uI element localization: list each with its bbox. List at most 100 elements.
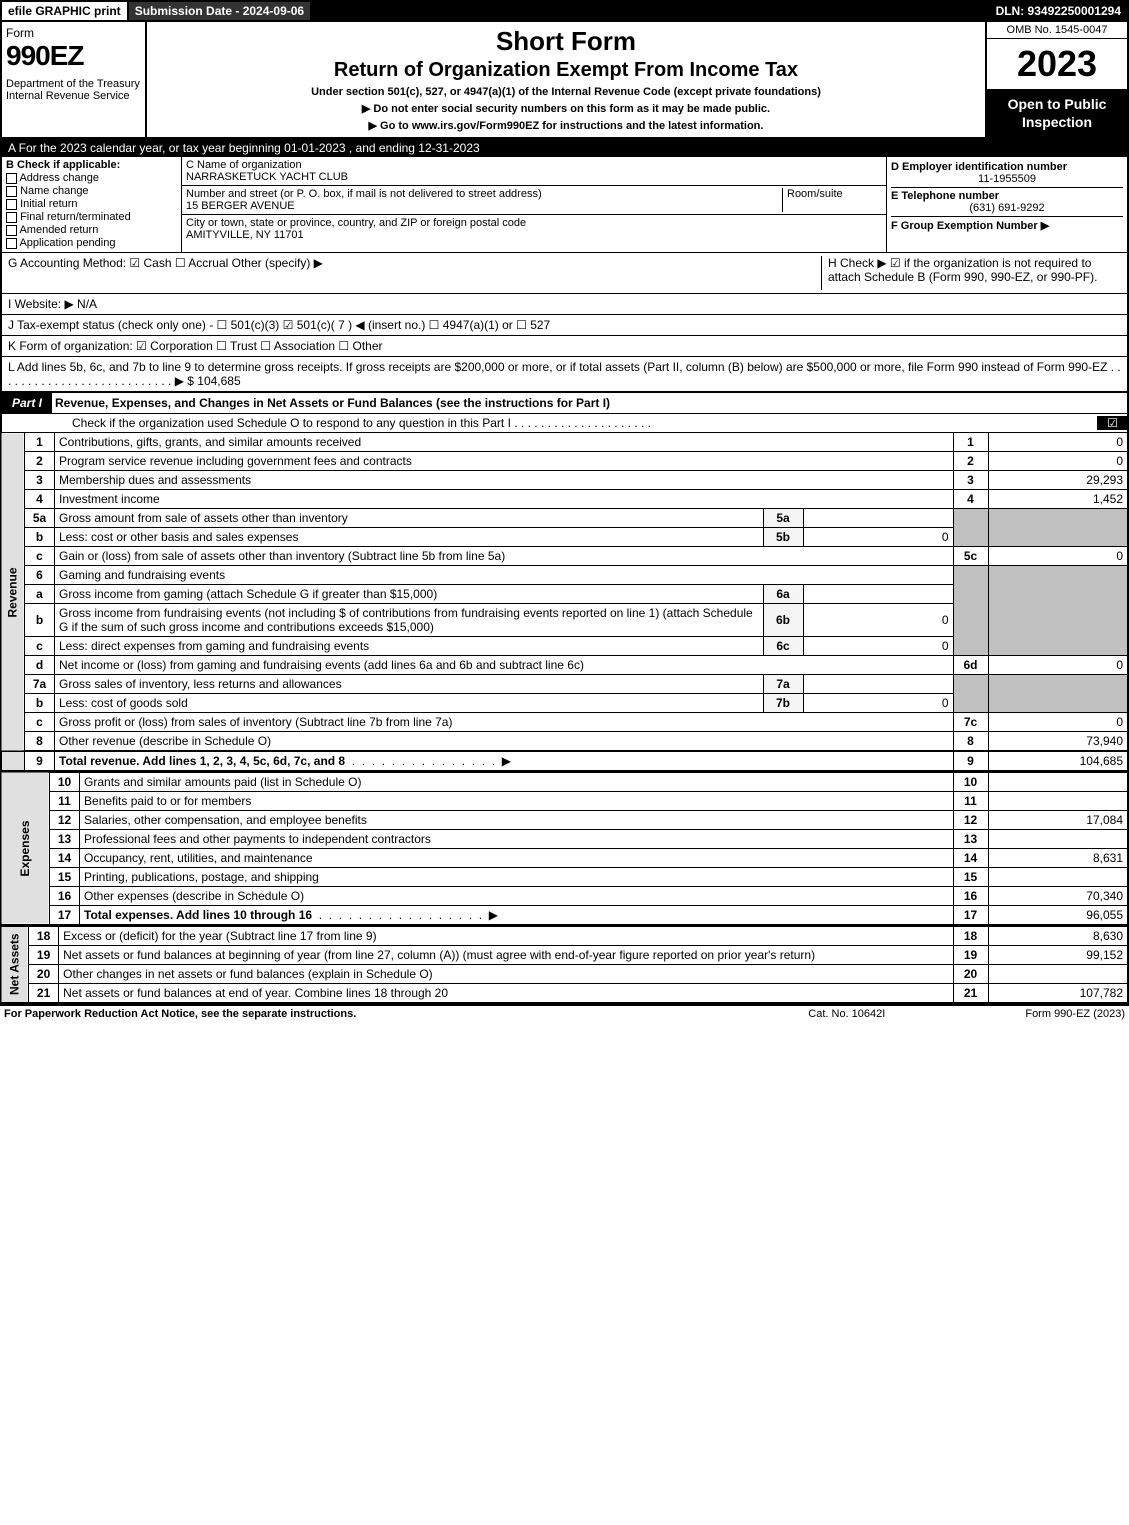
checkbox-address-change[interactable]: Address change xyxy=(6,172,177,184)
ln-6c-sv: 0 xyxy=(803,637,953,656)
ln-2-val: 0 xyxy=(988,452,1128,471)
revenue-vtab: Revenue xyxy=(1,433,25,752)
gray-6 xyxy=(953,566,988,656)
ln-12-num: 12 xyxy=(50,811,80,830)
ln-6d-val: 0 xyxy=(988,656,1128,675)
open-public: Open to Public Inspection xyxy=(987,89,1127,137)
ln-1-label: Contributions, gifts, grants, and simila… xyxy=(55,433,954,452)
ln-14-num: 14 xyxy=(50,849,80,868)
ln-11-val xyxy=(988,792,1128,811)
efile-print[interactable]: efile GRAPHIC print xyxy=(2,2,129,20)
checkbox-app-pending[interactable]: Application pending xyxy=(6,237,177,249)
ln-10-val xyxy=(988,772,1128,792)
ln-5b-num: b xyxy=(25,528,55,547)
ln-5b-sub: 5b xyxy=(763,528,803,547)
ln-6b-num: b xyxy=(25,604,55,637)
ln-6c-sub: 6c xyxy=(763,637,803,656)
k-form-org: K Form of organization: ☑ Corporation ☐ … xyxy=(8,339,383,353)
ein: 11-1955509 xyxy=(891,173,1123,185)
ln-19-num: 19 xyxy=(29,946,59,965)
phone: (631) 691-9292 xyxy=(891,202,1123,214)
ln-5a-sub: 5a xyxy=(763,509,803,528)
ln-7a-label: Gross sales of inventory, less returns a… xyxy=(55,675,764,694)
i-website: I Website: ▶ N/A xyxy=(8,297,97,311)
ln-6b-label: Gross income from fundraising events (no… xyxy=(55,604,764,637)
schedule-o-checkbox[interactable]: ☑ xyxy=(1097,416,1127,430)
ln-5c-label: Gain or (loss) from sale of assets other… xyxy=(55,547,954,566)
ln-7b-label: Less: cost of goods sold xyxy=(55,694,764,713)
ln-17-val: 96,055 xyxy=(988,906,1128,925)
ln-4-fn: 4 xyxy=(953,490,988,509)
checkbox-initial-return[interactable]: Initial return xyxy=(6,198,177,210)
org-name-row: C Name of organization NARRASKETUCK YACH… xyxy=(182,157,886,186)
row-l: L Add lines 5b, 6c, and 7b to line 9 to … xyxy=(2,357,1127,392)
section-a: A For the 2023 calendar year, or tax yea… xyxy=(0,139,1129,157)
ln-12-val: 17,084 xyxy=(988,811,1128,830)
ln-16-num: 16 xyxy=(50,887,80,906)
ln-3-num: 3 xyxy=(25,471,55,490)
ln-15-label: Printing, publications, postage, and shi… xyxy=(80,868,953,887)
ln-10-num: 10 xyxy=(50,772,80,792)
title-block: Short Form Return of Organization Exempt… xyxy=(147,22,987,137)
ln-5a-sv xyxy=(803,509,953,528)
form-header: Form 990EZ Department of the Treasury In… xyxy=(0,22,1129,139)
gray-5 xyxy=(953,509,988,547)
ln-6a-num: a xyxy=(25,585,55,604)
ln-20-fn: 20 xyxy=(953,965,988,984)
ln-2-fn: 2 xyxy=(953,452,988,471)
rev-spacer xyxy=(1,751,25,771)
ln-5c-num: c xyxy=(25,547,55,566)
col-d: D Employer identification number 11-1955… xyxy=(887,157,1127,252)
ln-9-val: 104,685 xyxy=(988,751,1128,771)
ln-4-label: Investment income xyxy=(55,490,954,509)
dln: DLN: 93492250001294 xyxy=(990,2,1127,20)
ln-7c-num: c xyxy=(25,713,55,732)
ln-5b-label: Less: cost or other basis and sales expe… xyxy=(55,528,764,547)
addr-label: Number and street (or P. O. box, if mail… xyxy=(186,188,782,200)
ln-6d-num: d xyxy=(25,656,55,675)
b-head: B Check if applicable: xyxy=(6,159,177,171)
footer-right: Form 990-EZ (2023) xyxy=(1025,1008,1125,1020)
ein-label: D Employer identification number xyxy=(891,161,1123,173)
ln-19-fn: 19 xyxy=(953,946,988,965)
gray-7 xyxy=(953,675,988,713)
ln-15-fn: 15 xyxy=(953,868,988,887)
under-section: Under section 501(c), 527, or 4947(a)(1)… xyxy=(157,86,975,98)
group-label: F Group Exemption Number ▶ xyxy=(891,219,1123,232)
department: Department of the Treasury Internal Reve… xyxy=(6,78,141,102)
checkbox-name-change[interactable]: Name change xyxy=(6,185,177,197)
goto-link[interactable]: ▶ Go to www.irs.gov/Form990EZ for instru… xyxy=(157,119,975,132)
org-name-label: C Name of organization xyxy=(186,159,882,171)
ln-6b-sub: 6b xyxy=(763,604,803,637)
checkbox-final-return[interactable]: Final return/terminated xyxy=(6,211,177,223)
ln-13-val xyxy=(988,830,1128,849)
ln-2-label: Program service revenue including govern… xyxy=(55,452,954,471)
h-check: H Check ▶ ☑ if the organization is not r… xyxy=(821,256,1121,290)
ln-18-label: Excess or (deficit) for the year (Subtra… xyxy=(59,926,953,946)
row-i: I Website: ▶ N/A xyxy=(2,294,1127,315)
row-j: J Tax-exempt status (check only one) - ☐… xyxy=(2,315,1127,336)
ln-5c-val: 0 xyxy=(988,547,1128,566)
col-b: B Check if applicable: Address change Na… xyxy=(2,157,182,252)
ln-20-label: Other changes in net assets or fund bala… xyxy=(59,965,953,984)
addr: 15 BERGER AVENUE xyxy=(186,200,782,212)
expenses-table: Expenses 10 Grants and similar amounts p… xyxy=(0,771,1129,925)
omb-number: OMB No. 1545-0047 xyxy=(987,22,1127,39)
ln-15-val xyxy=(988,868,1128,887)
ln-12-label: Salaries, other compensation, and employ… xyxy=(80,811,953,830)
gray-6v xyxy=(988,566,1128,656)
ln-21-num: 21 xyxy=(29,984,59,1004)
ln-19-val: 99,152 xyxy=(988,946,1128,965)
ln-1-fn: 1 xyxy=(953,433,988,452)
ln-14-label: Occupancy, rent, utilities, and maintena… xyxy=(80,849,953,868)
ln-7a-num: 7a xyxy=(25,675,55,694)
ln-1-num: 1 xyxy=(25,433,55,452)
topbar: efile GRAPHIC print Submission Date - 20… xyxy=(0,0,1129,22)
ln-5a-num: 5a xyxy=(25,509,55,528)
g-accounting: G Accounting Method: ☑ Cash ☐ Accrual Ot… xyxy=(8,256,821,290)
ln-20-num: 20 xyxy=(29,965,59,984)
checkbox-amended-return[interactable]: Amended return xyxy=(6,224,177,236)
ln-5a-label: Gross amount from sale of assets other t… xyxy=(55,509,764,528)
ln-4-val: 1,452 xyxy=(988,490,1128,509)
ln-17-num: 17 xyxy=(50,906,80,925)
